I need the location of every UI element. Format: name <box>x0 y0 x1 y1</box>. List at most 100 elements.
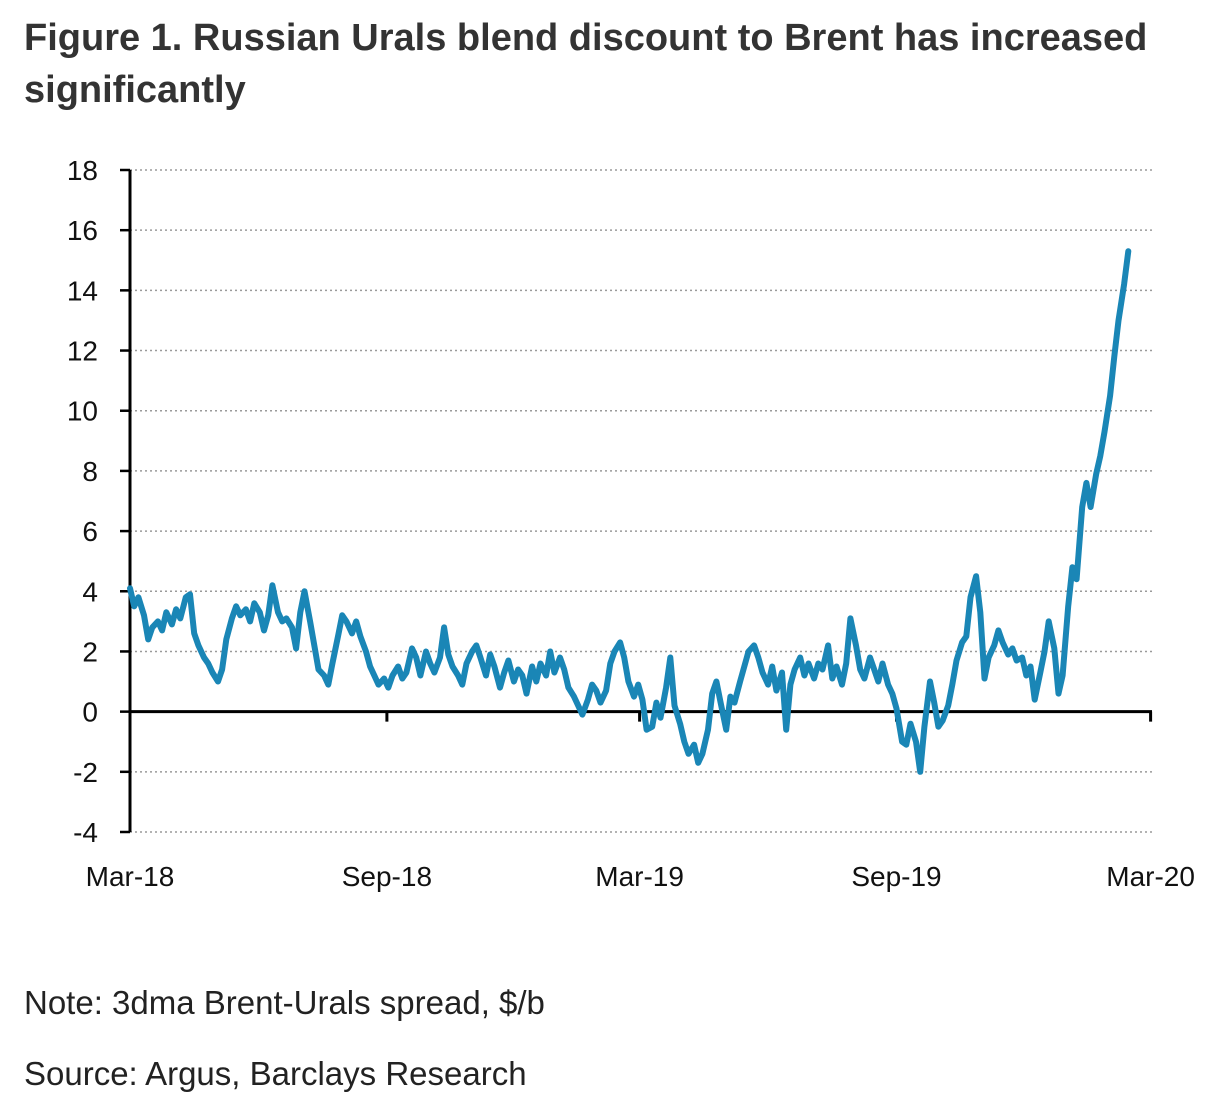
data-point <box>1098 454 1102 458</box>
data-point <box>807 662 810 665</box>
data-point <box>618 640 622 644</box>
data-point <box>1066 604 1070 608</box>
data-point <box>1126 249 1130 253</box>
data-point <box>950 683 954 687</box>
data-point <box>868 656 872 659</box>
y-tick-label: 6 <box>82 516 98 547</box>
data-point <box>484 674 488 677</box>
data-point <box>604 689 608 693</box>
data-point <box>248 619 252 623</box>
y-tick-label: -4 <box>73 817 98 848</box>
data-point <box>706 728 710 732</box>
data-point <box>478 656 482 659</box>
data-point <box>576 704 580 708</box>
data-point <box>544 674 548 677</box>
data-point <box>955 659 958 662</box>
data-point <box>1043 650 1046 653</box>
data-point <box>317 668 320 671</box>
data-point <box>969 595 972 599</box>
data-point <box>890 692 894 696</box>
line-chart: -4 -2 0 2 4 6 8 10 12 14 16 18 Mar-18 Sep-18 Mar-19 Sep… <box>67 155 1195 892</box>
data-point <box>340 613 344 617</box>
data-point <box>539 662 542 665</box>
data-point <box>266 613 270 617</box>
data-point <box>1029 665 1032 668</box>
data-point <box>756 656 760 659</box>
x-tick-label: Mar-18 <box>86 861 175 892</box>
data-point <box>881 662 884 665</box>
data-point <box>1020 656 1024 659</box>
data-point <box>354 619 358 623</box>
data-point <box>196 643 200 647</box>
data-point <box>738 680 742 683</box>
data-point <box>710 692 714 696</box>
data-point <box>848 616 852 620</box>
data-point <box>840 683 844 687</box>
y-tick-label: 2 <box>82 636 98 667</box>
data-point <box>816 662 820 665</box>
data-point <box>992 643 996 647</box>
data-point <box>761 671 764 674</box>
x-tick-label: Sep-18 <box>342 861 432 892</box>
data-point <box>344 619 348 623</box>
tick-labels: -4 -2 0 2 4 6 8 10 12 14 16 18 Mar-18 Sep-18 Mar-19 Sep… <box>67 155 1195 892</box>
data-point <box>872 668 876 671</box>
data-point <box>719 701 723 705</box>
data-point <box>244 607 248 611</box>
data-point <box>974 574 978 578</box>
data-point <box>936 725 940 729</box>
data-point <box>766 683 770 687</box>
data-point <box>996 628 1000 632</box>
data-point <box>391 674 394 677</box>
data-point <box>220 668 224 671</box>
data-point <box>590 683 594 687</box>
data-point <box>1122 282 1126 286</box>
data-point <box>987 656 991 659</box>
chart-source: Source: Argus, Barclays Research <box>24 1055 527 1092</box>
data-point <box>136 595 140 599</box>
data-point <box>451 665 454 668</box>
data-point <box>788 683 792 687</box>
data-point <box>572 695 576 699</box>
data-point <box>1084 481 1088 485</box>
data-point <box>386 686 390 690</box>
data-point <box>206 662 210 665</box>
data-point <box>798 656 802 659</box>
data-point <box>580 713 584 717</box>
data-point <box>1089 505 1093 509</box>
data-point <box>1117 319 1120 322</box>
data-point <box>1038 671 1042 674</box>
data-point <box>770 665 774 668</box>
data-point <box>1108 394 1112 398</box>
data-point <box>728 695 732 699</box>
data-point <box>876 680 880 683</box>
data-point <box>377 683 380 687</box>
data-point <box>262 628 266 632</box>
data-point <box>502 671 506 674</box>
data-point <box>512 680 516 683</box>
data-point <box>586 698 590 702</box>
data-point <box>1015 659 1019 662</box>
data-point <box>626 680 630 683</box>
data-point <box>854 643 858 647</box>
data-point <box>983 677 986 680</box>
data-point <box>1047 619 1051 623</box>
data-point <box>802 674 806 677</box>
y-tick-label: 10 <box>67 396 98 427</box>
x-tick-label: Sep-19 <box>851 861 941 892</box>
data-point <box>1052 646 1056 650</box>
data-point <box>164 610 168 614</box>
data-point <box>396 665 400 668</box>
series-layer <box>127 248 1132 775</box>
data-point <box>303 589 306 593</box>
x-tick-label: Mar-20 <box>1106 861 1195 892</box>
data-point <box>1061 674 1065 677</box>
data-point <box>150 625 154 629</box>
data-point <box>432 671 436 674</box>
data-point <box>170 622 174 626</box>
data-point <box>350 631 354 635</box>
data-point <box>142 613 146 617</box>
data-point <box>270 583 274 587</box>
data-point <box>252 601 256 605</box>
data-point <box>202 656 206 659</box>
